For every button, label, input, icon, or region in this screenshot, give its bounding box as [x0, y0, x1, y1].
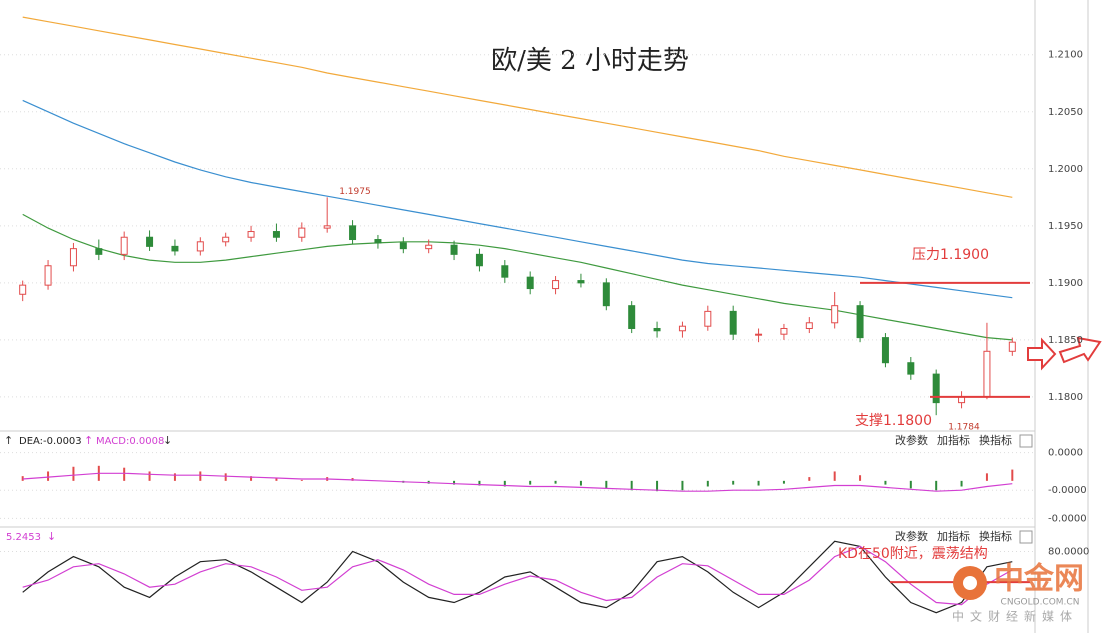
indicator-button[interactable]: 加指标: [937, 433, 970, 447]
y-tick-label: 1.2050: [1048, 107, 1083, 118]
candle-body: [526, 276, 534, 290]
close-button[interactable]: [1019, 530, 1033, 544]
chart-title: 欧/美 2 小时走势: [491, 46, 689, 76]
candle-body: [69, 248, 77, 267]
indicator-header: MACD:0.0008: [96, 436, 164, 447]
candle-body: [349, 225, 357, 241]
candle-body: [628, 305, 636, 329]
candle-body: [831, 305, 839, 324]
moving-average: [22, 99, 1013, 299]
dea-line: [22, 472, 1013, 492]
annotation: KD在50附近，震荡结构: [838, 546, 988, 562]
indicator-header: DEA:-0.0003: [19, 436, 82, 447]
candle-body: [146, 236, 154, 247]
watermark-brand: 中金网: [994, 562, 1084, 597]
candle-body: [1008, 341, 1016, 352]
candle-body: [222, 236, 230, 243]
candle-body: [19, 284, 27, 295]
candle-body: [44, 265, 52, 286]
min-label: 1.1784: [948, 423, 980, 433]
indicator-button[interactable]: 加指标: [937, 529, 970, 543]
y-tick-label: 1.2100: [1048, 50, 1083, 61]
candle-body: [374, 239, 382, 244]
y-tick-label: 1.1800: [1048, 392, 1083, 403]
candle-body: [475, 253, 483, 267]
candle-body: [602, 282, 610, 307]
arrow-icon: [1027, 337, 1057, 371]
candle-body: [577, 280, 585, 284]
candle-body: [755, 333, 763, 336]
arrow-icon: ↑: [4, 434, 13, 447]
indicator-button[interactable]: 换指标: [979, 433, 1012, 447]
annotation: 支撑1.1800: [855, 413, 932, 429]
candle-body: [450, 244, 458, 255]
y-tick-label: 0.0000: [1048, 448, 1083, 459]
candle-body: [425, 244, 433, 250]
watermark: 中金网 CNGOLD.COM.CN 中文财经新媒体: [952, 562, 1084, 624]
arrow-icon: [1058, 336, 1102, 364]
watermark-slogan: 中文财经新媒体: [952, 609, 1078, 624]
y-tick-label: 80.0000: [1048, 546, 1089, 557]
y-tick-label: 1.1850: [1048, 335, 1083, 346]
arrow-icon: ↑: [84, 434, 93, 447]
candle-body: [932, 373, 940, 404]
moving-average: [22, 213, 1013, 341]
candle-body: [323, 225, 331, 229]
y-tick-label: 1.1950: [1048, 221, 1083, 232]
candle-body: [983, 350, 991, 398]
candle-body: [247, 231, 255, 238]
candle-body: [552, 280, 560, 290]
candle-body: [120, 236, 128, 255]
candle-body: [856, 305, 864, 339]
candle-body: [780, 327, 788, 335]
candle-body: [704, 310, 712, 327]
moving-average: [22, 16, 1013, 198]
y-tick-label: 1.1900: [1048, 278, 1083, 289]
candle-body: [298, 227, 306, 238]
candle-body: [501, 265, 509, 278]
y-tick-label: 1.2000: [1048, 164, 1083, 175]
logo-icon: [963, 576, 977, 590]
y-tick-label: -0.0000: [1048, 485, 1087, 496]
annotation: 压力1.1900: [912, 247, 989, 263]
candle-body: [881, 337, 889, 364]
kd-line: [22, 545, 1013, 606]
candle-body: [399, 242, 407, 250]
arrow-icon: ↓: [163, 434, 172, 447]
candle-body: [729, 310, 737, 335]
candle-body: [196, 241, 204, 252]
close-button[interactable]: [1019, 434, 1033, 448]
candle-body: [272, 231, 280, 238]
indicator-button[interactable]: 改参数: [895, 529, 928, 543]
candle-body: [95, 248, 103, 255]
max-label: 1.1975: [339, 187, 371, 197]
indicator-button[interactable]: 改参数: [895, 433, 928, 447]
indicator-button[interactable]: 换指标: [979, 529, 1012, 543]
candle-body: [805, 322, 813, 329]
kd-line: [22, 540, 1013, 614]
candle-body: [678, 325, 686, 332]
candle-body: [907, 362, 915, 375]
candle-body: [653, 327, 661, 332]
indicator-header: 5.2453: [6, 532, 41, 543]
watermark-site: CNGOLD.COM.CN: [1001, 598, 1080, 608]
arrow-icon: ↓: [47, 530, 56, 543]
candle-body: [171, 245, 179, 252]
y-tick-label: -0.0000: [1048, 513, 1087, 524]
